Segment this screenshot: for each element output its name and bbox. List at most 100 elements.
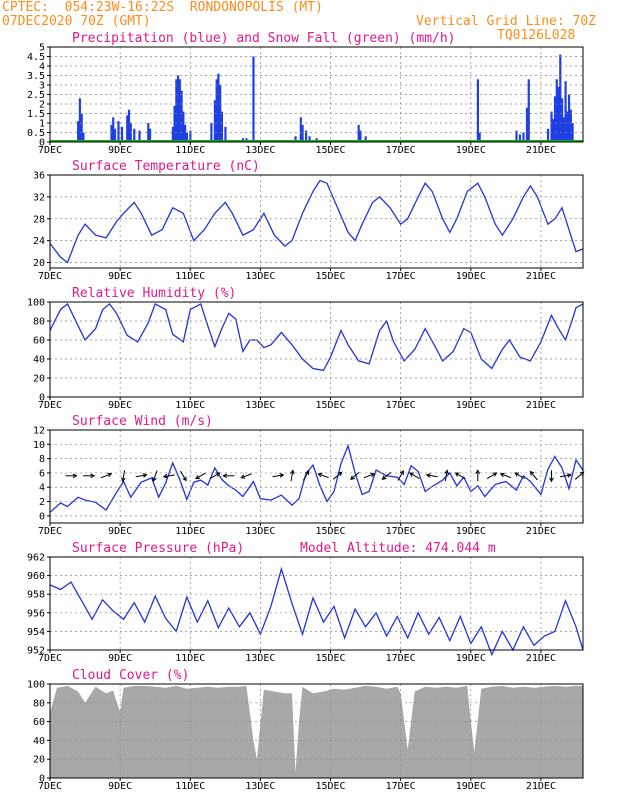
y-tick-label: 3 (39, 81, 45, 92)
precip-bar (215, 79, 218, 142)
precip-bar (364, 136, 367, 142)
precip-bar (560, 98, 564, 142)
wind-vector-head (72, 473, 78, 479)
x-tick-label: 19DEC (456, 781, 486, 792)
x-tick-label: 21DEC (526, 400, 556, 411)
precip-bar (566, 111, 569, 142)
precip-bar (77, 121, 80, 142)
y-tick-label: 960 (27, 571, 45, 582)
precip-bar (133, 128, 136, 142)
wind-vector (574, 471, 585, 480)
y-tick-label: 0 (39, 774, 45, 785)
y-tick-label: 10 (33, 440, 45, 451)
panel-frame (49, 556, 584, 651)
wind-vector-head (222, 473, 228, 479)
x-tick-label: 17DEC (386, 781, 416, 792)
wind-vector-head (350, 475, 355, 480)
panel-title: Precipitation (blue) and Snow Fall (gree… (72, 31, 456, 46)
y-tick-label: 1.5 (27, 109, 45, 120)
wind-vector (333, 471, 343, 480)
y-tick-label: 3.5 (27, 71, 45, 82)
wind-vector-head (90, 473, 96, 479)
y-tick-label: 4.5 (27, 52, 45, 63)
precip-bar (185, 132, 188, 142)
y-tick-label: 0 (39, 393, 45, 404)
wind-vector (514, 472, 525, 479)
x-tick-label: 11DEC (175, 781, 205, 792)
wind-vector (318, 473, 329, 479)
wind-vector (409, 472, 420, 479)
wind-vector-head (579, 471, 585, 477)
precip-bar (217, 73, 220, 142)
x-tick-label: 13DEC (245, 526, 275, 537)
wind-vector (100, 473, 112, 479)
x-tick-label: 9DEC (108, 653, 132, 664)
precip-bar (213, 100, 217, 142)
precip-bar (527, 79, 530, 142)
series-line (49, 302, 584, 372)
wind-vector-head (499, 472, 505, 478)
x-tick-label: 9DEC (108, 526, 132, 537)
panel-subtitle: Model Altitude: 474.044 m (300, 541, 496, 556)
wind-vector (529, 471, 538, 481)
x-tick-label: 7DEC (38, 781, 62, 792)
wind-vector (241, 473, 252, 479)
precip-bar (80, 113, 83, 142)
panel-background (50, 302, 583, 397)
wind-vector-head (475, 469, 481, 475)
x-tick-label: 19DEC (456, 526, 486, 537)
wind-vector-head (409, 472, 414, 477)
x-tick-label: 17DEC (386, 400, 416, 411)
wind-vector-head (215, 472, 221, 477)
x-tick-label: 17DEC (386, 526, 416, 537)
precip-bar (176, 75, 180, 142)
x-tick-label: 19DEC (456, 145, 486, 156)
y-tick-label: 80 (33, 317, 45, 328)
y-tick-label: 0 (39, 511, 45, 522)
wind-vector (486, 472, 497, 479)
precip-bar (550, 111, 553, 142)
wind-vector (209, 472, 220, 479)
precip-bar (569, 109, 572, 142)
precip-bar (559, 54, 562, 142)
wind-vector-head (317, 472, 323, 478)
x-tick-label: 21DEC (526, 653, 556, 664)
series-line (49, 179, 584, 264)
cloud-cover-area (50, 685, 583, 778)
y-tick-label: 36 (33, 171, 45, 182)
x-tick-label: 21DEC (526, 145, 556, 156)
precip-bar (299, 117, 302, 142)
x-tick-label: 13DEC (245, 400, 275, 411)
wind-vector-head (514, 472, 520, 477)
precip-bar (78, 98, 82, 142)
precip-bar (553, 96, 557, 142)
x-tick-label: 9DEC (108, 271, 132, 282)
wind-vector-head (107, 472, 113, 478)
y-tick-label: 24 (33, 236, 45, 247)
x-tick-label: 21DEC (526, 526, 556, 537)
x-tick-label: 11DEC (175, 271, 205, 282)
precip-bar (147, 123, 150, 142)
y-tick-label: 60 (33, 336, 45, 347)
panel-title: Surface Pressure (hPa) (72, 541, 244, 556)
y-tick-label: 40 (33, 736, 45, 747)
wind-vector-head (566, 473, 572, 478)
wind-vector-head (120, 477, 126, 483)
x-tick-label: 15DEC (315, 526, 345, 537)
y-tick-label: 28 (33, 214, 45, 225)
wind-vector (135, 474, 147, 478)
wind-vector-head (279, 473, 285, 478)
wind-vector (152, 470, 158, 482)
precip-bar (189, 130, 192, 142)
panel-frame (49, 429, 584, 524)
wind-vector-head (337, 471, 343, 477)
precip-bar (113, 128, 117, 142)
precip-bar (220, 111, 224, 142)
precip-bar (564, 81, 567, 142)
y-tick-label: 20 (33, 258, 45, 269)
wind-vector-head (549, 477, 554, 483)
x-tick-label: 17DEC (386, 653, 416, 664)
precip-bar (546, 128, 550, 142)
precip-bar (110, 124, 113, 142)
precip-bar (82, 132, 85, 142)
